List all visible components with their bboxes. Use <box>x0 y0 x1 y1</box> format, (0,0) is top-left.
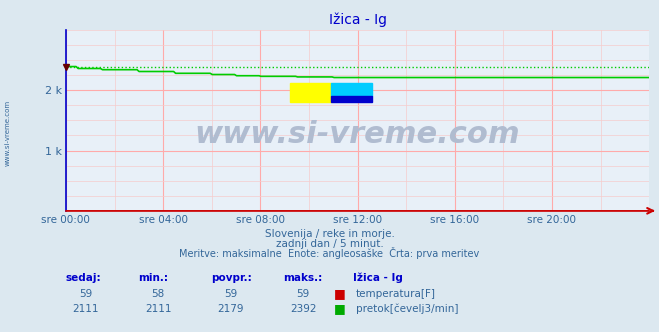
Text: Ižica - Ig: Ižica - Ig <box>353 272 403 283</box>
Text: 59: 59 <box>224 289 237 299</box>
Text: 2392: 2392 <box>290 304 316 314</box>
Text: Meritve: maksimalne  Enote: angleosaške  Črta: prva meritev: Meritve: maksimalne Enote: angleosaške Č… <box>179 247 480 259</box>
Text: 59: 59 <box>297 289 310 299</box>
Text: min.:: min.: <box>138 273 169 283</box>
Bar <box>291 83 331 102</box>
Text: povpr.:: povpr.: <box>211 273 252 283</box>
Text: zadnji dan / 5 minut.: zadnji dan / 5 minut. <box>275 239 384 249</box>
Text: maks.:: maks.: <box>283 273 323 283</box>
Text: 58: 58 <box>152 289 165 299</box>
Text: ■: ■ <box>333 302 345 315</box>
Text: ■: ■ <box>333 287 345 300</box>
Text: pretok[čevelj3/min]: pretok[čevelj3/min] <box>356 303 459 314</box>
Text: 2179: 2179 <box>217 304 244 314</box>
Text: 2111: 2111 <box>72 304 99 314</box>
Text: Slovenija / reke in morje.: Slovenija / reke in morje. <box>264 229 395 239</box>
Text: 2111: 2111 <box>145 304 171 314</box>
Bar <box>331 83 372 96</box>
Text: sedaj:: sedaj: <box>66 273 101 283</box>
Text: 59: 59 <box>79 289 92 299</box>
Text: www.si-vreme.com: www.si-vreme.com <box>194 120 521 149</box>
Bar <box>331 96 372 102</box>
Title: Ižica - Ig: Ižica - Ig <box>328 13 387 27</box>
Text: www.si-vreme.com: www.si-vreme.com <box>5 100 11 166</box>
Text: temperatura[F]: temperatura[F] <box>356 289 436 299</box>
